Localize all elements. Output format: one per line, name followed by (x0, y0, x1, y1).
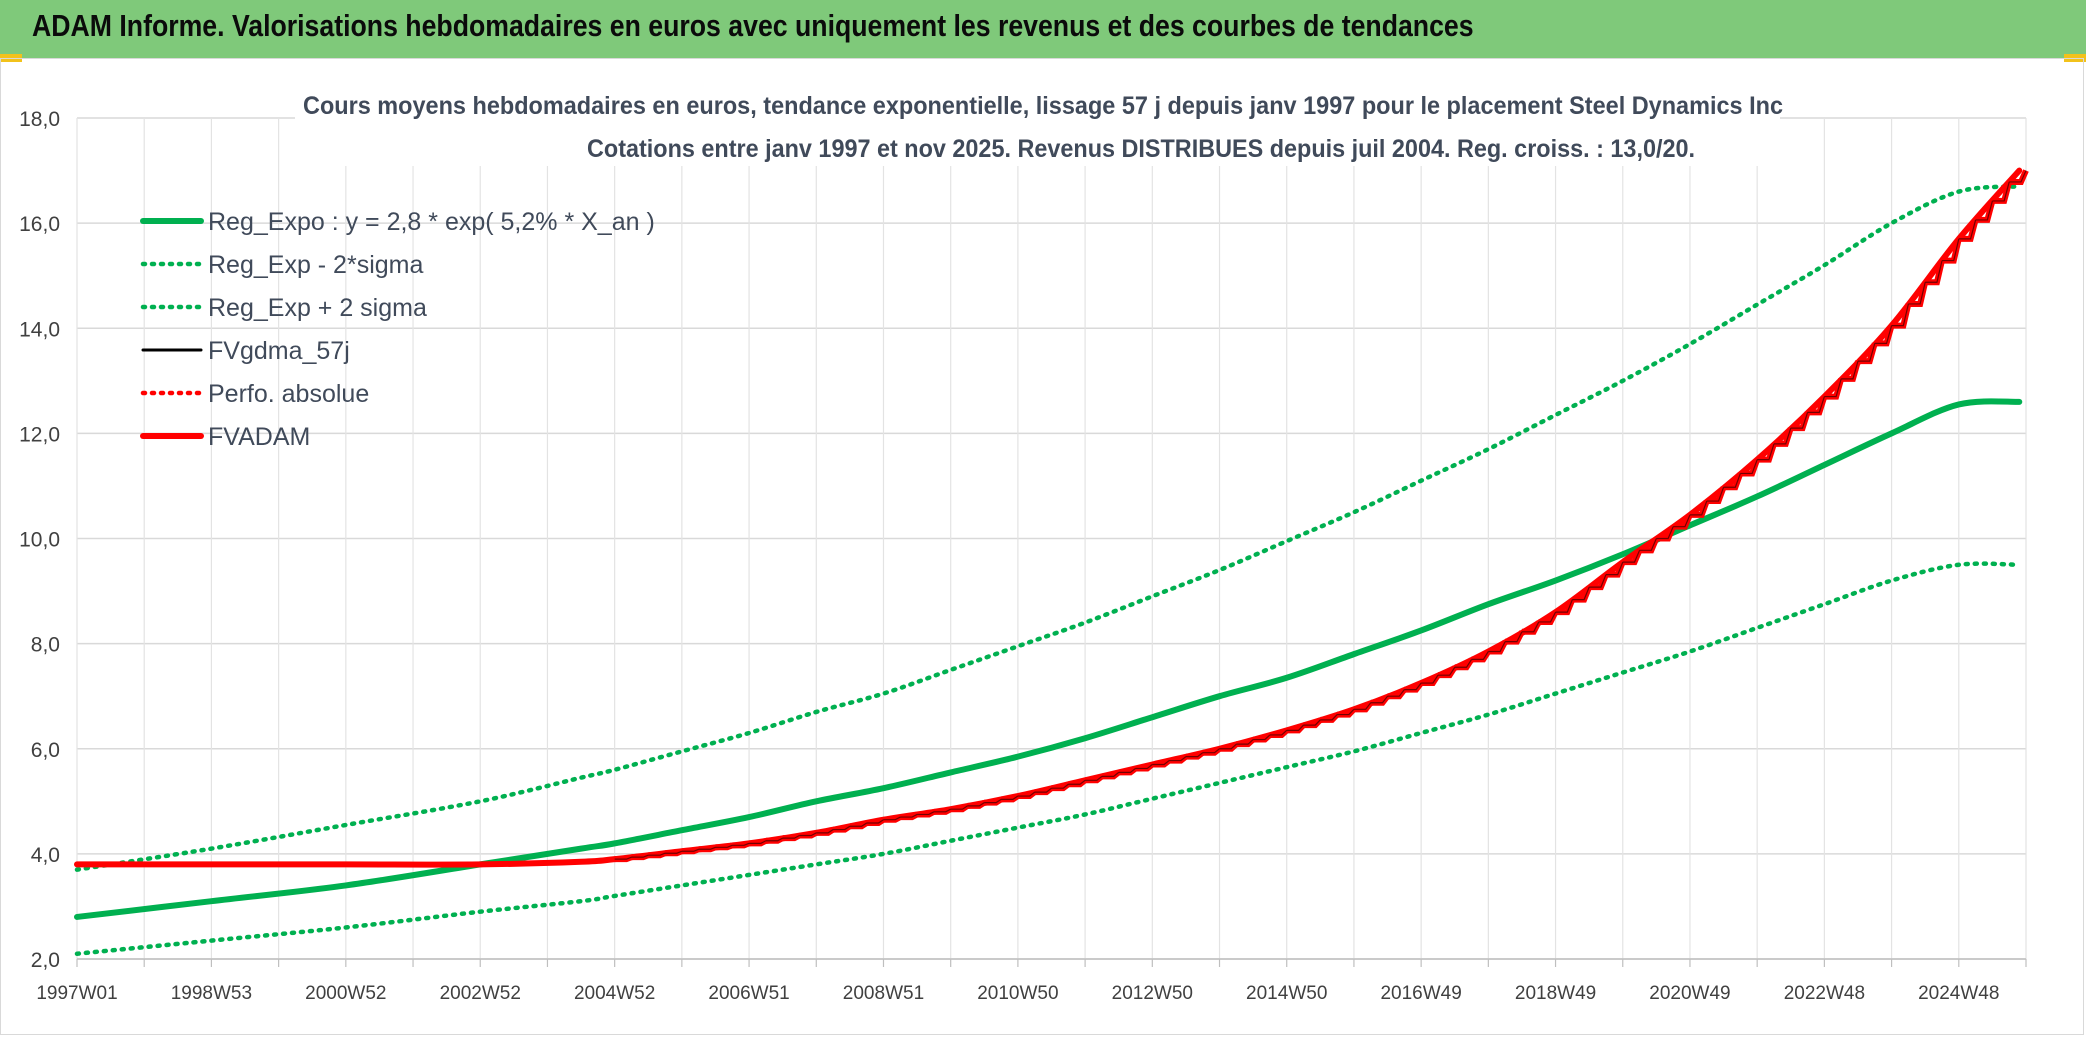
y-tick-label: 4,0 (31, 844, 60, 867)
y-tick-label: 8,0 (31, 634, 60, 657)
y-tick-label: 16,0 (19, 213, 60, 236)
series-lines (74, 167, 2029, 956)
x-tick-label: 2024W48 (1918, 983, 1999, 1004)
fvgdma-steps (614, 170, 2027, 860)
y-axis-labels: 2,0 4,0 6,0 8,0 10,0 12,0 14,0 16,0 18,0 (19, 108, 60, 972)
legend: Reg_Expo : y = 2,8 * exp( 5,2% * X_an ) R… (140, 208, 655, 451)
legend-label-2: Reg_Exp + 2 sigma (208, 294, 427, 322)
chart-frame (0, 58, 2084, 1035)
x-tick-label: 2008W51 (843, 983, 924, 1004)
report-banner: ADAM Informe. Valorisations hebdomadaire… (0, 0, 2086, 58)
y-tick-label: 18,0 (19, 108, 60, 131)
legend-label-1: Reg_Exp - 2*sigma (208, 251, 423, 279)
legend-label-0: Reg_Expo : y = 2,8 * exp( 5,2% * X_an ) (208, 208, 655, 236)
x-tick-label: 2018W49 (1515, 983, 1596, 1004)
y-tick-label: 12,0 (19, 423, 60, 446)
legend-label-5: FVADAM (208, 423, 310, 451)
y-tick-label: 10,0 (19, 529, 60, 552)
x-tick-label: 2022W48 (1784, 983, 1865, 1004)
grid (76, 117, 2027, 967)
chart-subtitle: Cotations entre janv 1997 et nov 2025. R… (587, 135, 1695, 163)
report-title: ADAM Informe. Valorisations hebdomadaire… (32, 8, 1474, 43)
x-tick-label: 1997W01 (36, 983, 117, 1004)
x-tick-label: 2002W52 (440, 983, 521, 1004)
series-line-2 (74, 184, 2022, 872)
legend-label-3: FVgdma_57j (208, 337, 350, 365)
x-tick-label: 2016W49 (1380, 983, 1461, 1004)
x-tick-label: 1998W53 (171, 983, 252, 1004)
x-tick-label: 2020W49 (1649, 983, 1730, 1004)
x-axis-labels: 1997W01 1998W53 2000W52 2002W52 2004W52 2006W… (36, 983, 1999, 1004)
x-tick-label: 2004W52 (574, 983, 655, 1004)
x-tick-label: 2014W50 (1246, 983, 1327, 1004)
title-background (295, 84, 1780, 166)
x-tick-label: 2006W51 (708, 983, 789, 1004)
x-tick-label: 2010W50 (977, 983, 1058, 1004)
fvadam-steps (614, 169, 2029, 863)
x-tick-label: 2000W52 (305, 983, 386, 1004)
series-line-1 (74, 561, 2022, 956)
y-tick-label: 6,0 (31, 739, 60, 762)
x-tick-label: 2012W50 (1112, 983, 1193, 1004)
y-tick-label: 14,0 (19, 318, 60, 341)
legend-label-4: Perfo. absolue (208, 380, 369, 408)
y-tick-label: 2,0 (31, 949, 60, 972)
series-line-0 (74, 398, 2023, 920)
chart-title: Cours moyens hebdomadaires en euros, ten… (303, 92, 1783, 120)
